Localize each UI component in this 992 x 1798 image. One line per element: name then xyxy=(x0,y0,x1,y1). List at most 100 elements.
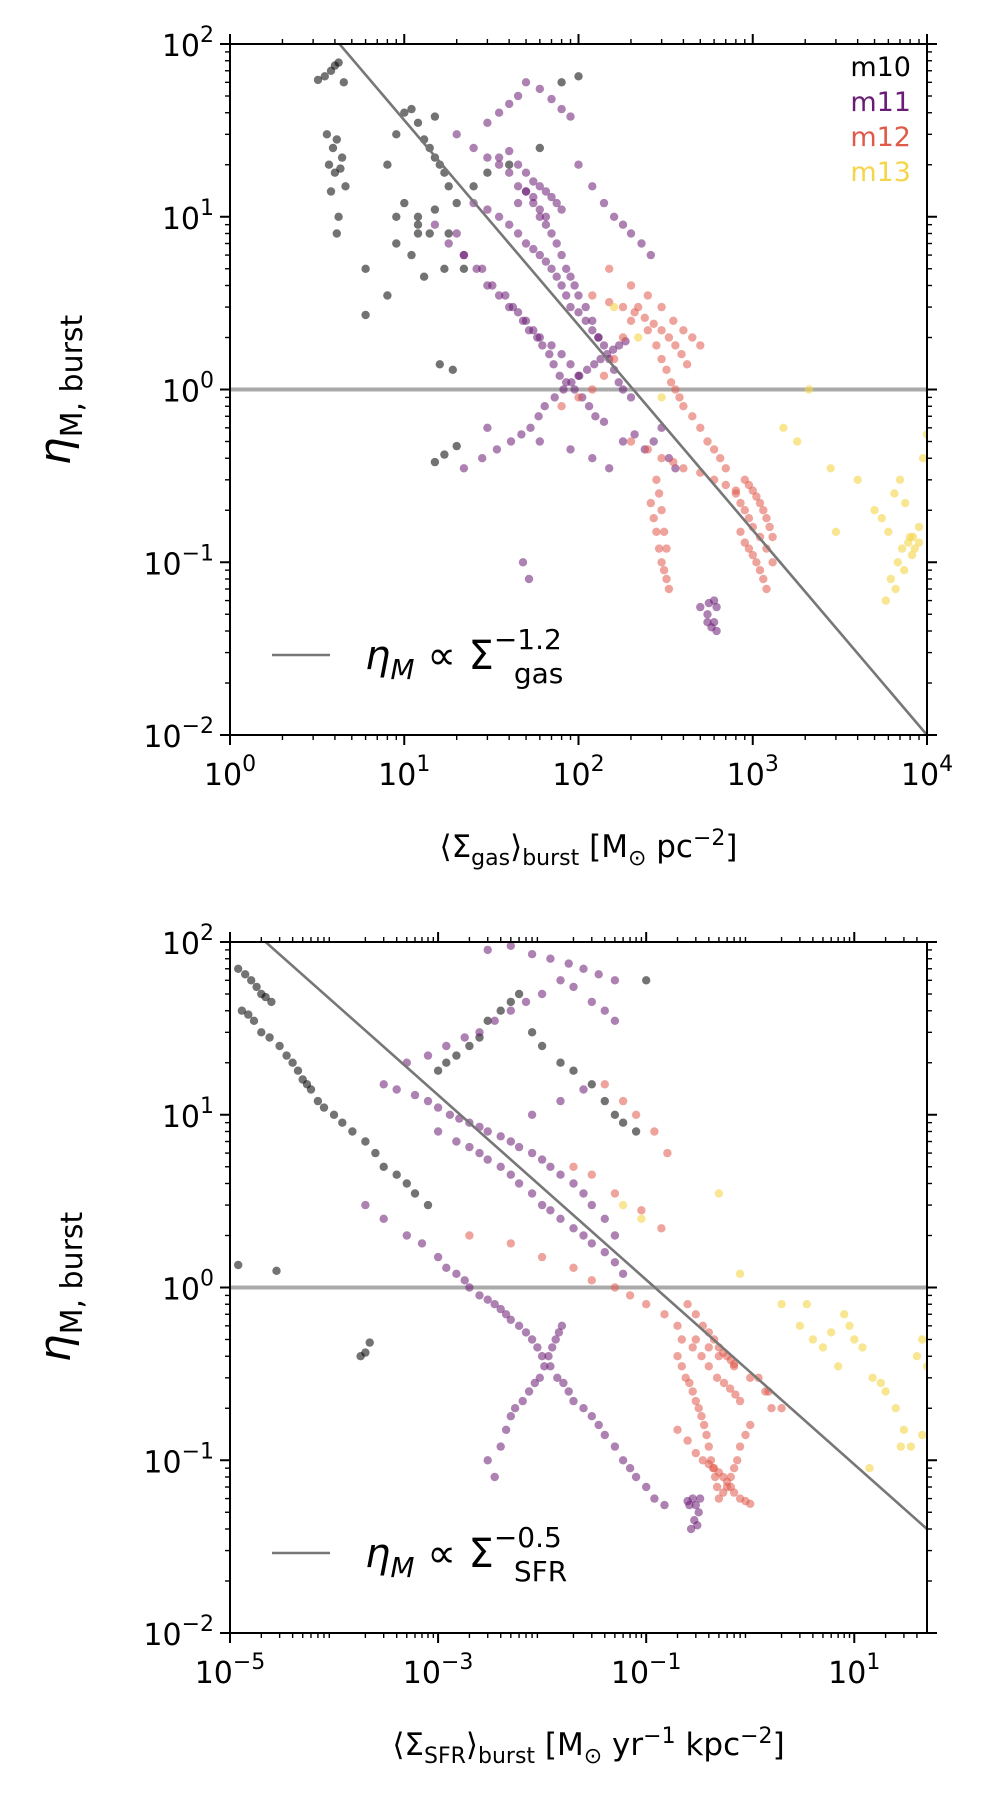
data-point-m12 xyxy=(587,1276,596,1285)
x-tick-label: 10−5 xyxy=(195,1650,266,1691)
data-point-m11 xyxy=(521,168,531,177)
data-point-m10 xyxy=(400,108,409,117)
data-point-m12 xyxy=(669,316,678,325)
data-point-m12 xyxy=(660,1310,669,1319)
data-point-m10 xyxy=(383,160,392,169)
data-point-m10 xyxy=(496,1006,505,1015)
data-point-m11 xyxy=(506,1006,515,1015)
data-point-m12 xyxy=(768,532,777,542)
data-point-m11 xyxy=(513,198,523,208)
data-point-m11 xyxy=(535,333,544,342)
data-point-m11 xyxy=(581,302,590,312)
data-point-m11 xyxy=(538,341,547,350)
data-point-m10 xyxy=(400,198,409,208)
data-point-m10 xyxy=(618,1118,628,1127)
data-point-m11 xyxy=(637,239,646,248)
data-point-m13 xyxy=(901,498,910,508)
data-point-m10 xyxy=(365,1338,374,1347)
series-label-m12: m12 xyxy=(850,122,911,153)
data-point-m11 xyxy=(695,1494,705,1503)
data-point-m12 xyxy=(746,1420,755,1430)
data-point-m12 xyxy=(699,1420,709,1430)
data-point-m10 xyxy=(514,989,524,999)
data-point-m11 xyxy=(660,1500,669,1510)
data-point-m12 xyxy=(654,544,664,553)
data-point-m11 xyxy=(501,1425,511,1435)
data-point-m12 xyxy=(677,1335,686,1344)
data-point-m12 xyxy=(691,1335,700,1344)
data-point-m11 xyxy=(588,182,597,191)
data-point-m11 xyxy=(610,1442,620,1451)
data-point-m11 xyxy=(521,239,531,248)
data-point-m10 xyxy=(322,130,332,139)
data-point-m10 xyxy=(440,264,449,273)
data-point-m12 xyxy=(630,308,639,317)
data-point-m11 xyxy=(618,1269,628,1279)
data-point-m11 xyxy=(541,257,551,266)
data-point-m12 xyxy=(744,544,754,553)
data-point-m13 xyxy=(868,1373,877,1383)
y-tick-label: 101 xyxy=(162,196,214,237)
data-point-m13 xyxy=(918,1430,927,1440)
data-point-m11 xyxy=(530,1378,539,1388)
data-point-m10 xyxy=(413,118,423,128)
data-point-m13 xyxy=(897,544,907,553)
data-point-m11 xyxy=(459,464,469,473)
data-point-m10 xyxy=(319,1103,329,1112)
data-point-m13 xyxy=(818,1343,828,1352)
data-point-m10 xyxy=(337,153,347,162)
data-point-m11 xyxy=(599,341,609,350)
data-point-m13 xyxy=(609,302,619,312)
data-point-m12 xyxy=(765,522,774,532)
data-point-m10 xyxy=(334,58,343,67)
data-point-m11 xyxy=(557,350,566,359)
series-m13 xyxy=(609,302,927,605)
data-point-m10 xyxy=(249,1016,259,1025)
data-point-m11 xyxy=(521,316,531,325)
data-point-m11 xyxy=(483,1155,492,1164)
data-point-m12 xyxy=(688,412,697,421)
data-point-m11 xyxy=(556,1214,565,1224)
data-point-m11 xyxy=(546,1162,555,1172)
series-m13 xyxy=(618,1189,927,1473)
data-point-m11 xyxy=(566,302,575,312)
data-point-m11 xyxy=(535,212,544,221)
y-tick-label: 102 xyxy=(162,23,214,64)
data-point-m11 xyxy=(506,1315,515,1325)
data-point-m11 xyxy=(696,602,705,612)
data-point-m10 xyxy=(244,1010,253,1019)
data-point-m11 xyxy=(475,1028,484,1037)
data-point-m11 xyxy=(537,1155,547,1164)
data-point-m12 xyxy=(731,486,741,495)
data-point-m10 xyxy=(557,78,566,87)
data-point-m11 xyxy=(535,84,544,94)
data-point-m11 xyxy=(521,187,531,196)
series-m10 xyxy=(234,964,651,1361)
data-point-m12 xyxy=(704,1343,713,1352)
data-point-m12 xyxy=(569,1263,578,1273)
data-point-m11 xyxy=(527,1189,537,1198)
data-point-m11 xyxy=(605,464,614,473)
data-point-m11 xyxy=(599,417,609,426)
data-point-m11 xyxy=(472,264,481,273)
data-point-m12 xyxy=(752,558,761,567)
data-point-m10 xyxy=(313,1096,323,1106)
data-point-m10 xyxy=(556,1058,565,1067)
data-point-m11 xyxy=(505,99,514,109)
series-label-m11: m11 xyxy=(850,87,911,118)
data-point-m12 xyxy=(683,1436,692,1445)
data-point-m10 xyxy=(410,1189,420,1198)
data-point-m11 xyxy=(535,182,544,191)
x-axis-label: ⟨Σgas⟩burst [M⊙ pc−2] xyxy=(439,826,737,871)
data-point-m10 xyxy=(261,992,270,1002)
data-point-m13 xyxy=(900,566,909,575)
data-point-m10 xyxy=(392,1170,401,1179)
data-point-m12 xyxy=(721,464,730,473)
data-point-m10 xyxy=(241,970,250,979)
data-point-m12 xyxy=(673,1425,682,1435)
data-point-m11 xyxy=(557,205,566,214)
data-point-m11 xyxy=(430,220,440,229)
data-point-m11 xyxy=(524,1387,534,1396)
data-point-m10 xyxy=(361,310,370,320)
data-point-m11 xyxy=(535,205,544,214)
